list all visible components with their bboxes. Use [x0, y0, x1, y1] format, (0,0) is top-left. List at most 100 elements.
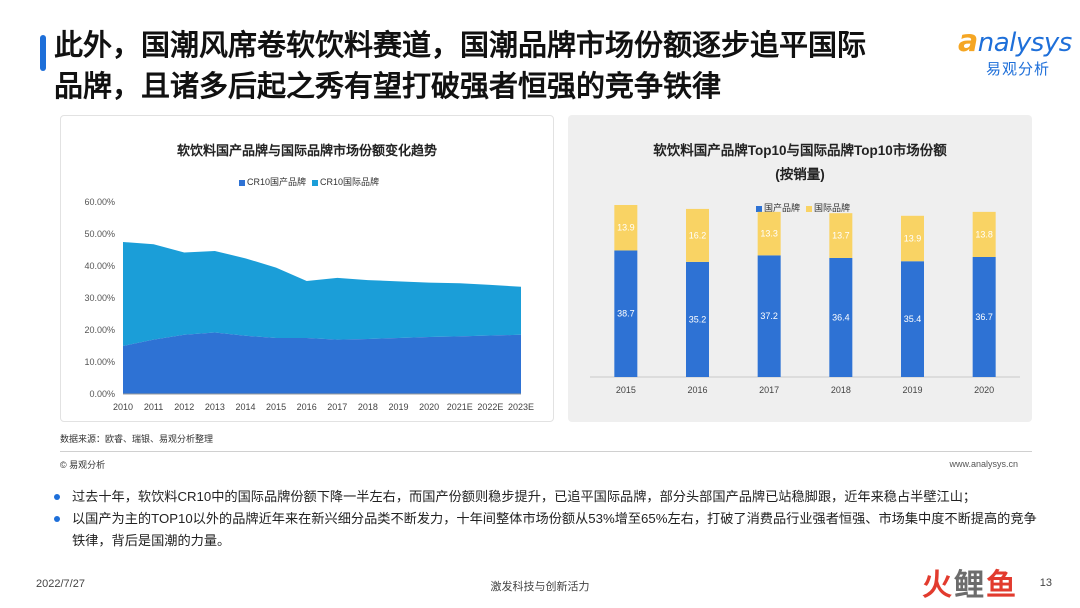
bar-chart-title: 软饮料国产品牌Top10与国际品牌Top10市场份额 (按销量): [568, 139, 1032, 187]
page-title-line-1: 此外，国潮风席卷软饮料赛道，国潮品牌市场份额逐步追平国际: [54, 30, 867, 62]
bullet-text: 以国产为主的TOP10以外的品牌近年来在新兴细分品类不断发力，十年间整体市场份额…: [72, 511, 1037, 548]
area-international: [123, 242, 521, 346]
x-tick-label: 2015: [266, 402, 286, 412]
watermark-char-2: 鲤: [954, 569, 986, 602]
x-tick-label: 2019: [389, 402, 409, 412]
legend-swatch-international: [312, 179, 319, 186]
y-tick-label: 30.00%: [84, 293, 115, 303]
data-label-domestic: 37.2: [760, 311, 778, 321]
y-tick-label: 10.00%: [84, 357, 115, 367]
x-tick-label: 2011: [144, 402, 163, 412]
y-tick-label: 40.00%: [84, 261, 115, 271]
copyright: © 易观分析: [60, 460, 106, 470]
x-tick-label: 2016: [297, 402, 317, 412]
bullet-dot-icon: [54, 494, 60, 500]
bar-chart-svg: 38.7 13.9 2015 35.2 16.2 2016 37.2 13.3 2017 36.4…: [590, 204, 1020, 395]
data-label-domestic: 38.7: [617, 309, 635, 319]
logo-word-rest: nalysys: [977, 28, 1073, 58]
x-tick-label: 2018: [358, 402, 378, 412]
legend-item-international: 国际品牌: [806, 201, 850, 214]
watermark-logo: 火鲤鱼: [922, 560, 1018, 604]
x-tick-label: 2019: [902, 385, 922, 395]
page-number: 13: [1039, 577, 1052, 589]
data-label-international: 13.3: [760, 229, 778, 239]
x-tick-label: 2015: [616, 385, 636, 395]
website-link[interactable]: www.analysys.cn: [949, 459, 1018, 469]
data-label-domestic: 35.4: [904, 314, 922, 324]
page-title: 此外，国潮风席卷软饮料赛道，国潮品牌市场份额逐步追平国际 品牌，且诸多后起之秀有…: [54, 26, 934, 108]
legend-item-domestic: 国产品牌: [756, 201, 800, 214]
legend-swatch-domestic: [756, 205, 762, 212]
y-tick-label: 0.00%: [89, 389, 115, 399]
bar-international: [829, 213, 853, 258]
y-tick-label: 20.00%: [84, 325, 115, 335]
x-tick-label: 2020: [419, 402, 439, 412]
data-label-international: 13.8: [975, 229, 993, 239]
logo-letter-a: a: [958, 24, 978, 59]
logo-text-cn: 易观分析: [986, 61, 1051, 78]
data-label-international: 13.9: [904, 234, 922, 244]
x-tick-label: 2021E: [447, 402, 473, 412]
x-tick-label: 2022E: [477, 402, 503, 412]
bar-chart-legend: 国产品牌 国际品牌: [756, 201, 850, 214]
bullet-dot-icon: [54, 516, 60, 522]
bullet-item: 过去十年，软饮料CR10中的国际品牌份额下降一半左右，而国产份额则稳步提升，已追…: [50, 486, 1040, 508]
data-label-international: 13.9: [617, 223, 635, 233]
bar-international: [686, 208, 709, 262]
legend-label-domestic: CR10国产品牌: [247, 177, 307, 187]
footer-date: 2022/7/27: [36, 578, 85, 590]
y-tick-label: 50.00%: [84, 229, 115, 239]
bullet-text: 过去十年，软饮料CR10中的国际品牌份额下降一半左右，而国产份额则稳步提升，已追…: [72, 489, 977, 504]
analysys-logo: analysys 易观分析: [958, 24, 1072, 80]
footer-slogan: 激发科技与创新活力: [490, 581, 590, 593]
x-tick-label: 2016: [687, 385, 707, 395]
y-tick-label: 60.00%: [84, 197, 115, 207]
x-tick-label: 2017: [327, 402, 347, 412]
bar-domestic: [901, 261, 924, 377]
data-label-domestic: 35.2: [689, 314, 707, 324]
divider: [60, 451, 1032, 452]
legend-item-domestic: CR10国产品牌: [239, 175, 306, 188]
bar-international: [757, 211, 781, 256]
logo-text-en: analysys: [958, 24, 1072, 59]
data-source-note: 数据来源：欧睿、瑞银、易观分析整理: [60, 434, 214, 444]
bar-international: [901, 215, 924, 262]
legend-label-international: CR10国际品牌: [320, 177, 380, 187]
x-tick-label: 2013: [205, 402, 225, 412]
x-tick-label: 2010: [113, 402, 133, 412]
x-tick-label: 2014: [235, 402, 255, 412]
area-domestic: [123, 332, 521, 394]
legend-label-domestic: 国产品牌: [764, 203, 801, 213]
x-tick-label: 2018: [831, 385, 851, 395]
legend-item-international: CR10国际品牌: [312, 175, 379, 188]
title-accent-bar: [40, 35, 46, 71]
watermark-char-1: 火: [922, 569, 954, 602]
x-tick-label: 2017: [759, 385, 779, 395]
bar-international: [972, 211, 996, 257]
bar-domestic: [614, 250, 638, 377]
x-tick-label: 2020: [974, 385, 994, 395]
area-chart-panel: 软饮料国产品牌与国际品牌市场份额变化趋势 CR10国产品牌 CR10国际品牌 0…: [60, 115, 554, 422]
legend-swatch-international: [806, 205, 813, 212]
bar-chart-panel: 软饮料国产品牌Top10与国际品牌Top10市场份额 (按销量) 国产品牌 国际…: [568, 115, 1032, 422]
data-label-international: 13.7: [832, 231, 850, 241]
bar-chart-title-line-1: 软饮料国产品牌Top10与国际品牌Top10市场份额: [653, 143, 947, 158]
bar-domestic: [972, 256, 996, 377]
bar-international: [614, 204, 638, 251]
legend-label-international: 国际品牌: [814, 203, 851, 213]
bar-domestic: [686, 261, 709, 377]
area-chart-legend: CR10国产品牌 CR10国际品牌: [239, 175, 379, 188]
bullet-item: 以国产为主的TOP10以外的品牌近年来在新兴细分品类不断发力，十年间整体市场份额…: [50, 508, 1040, 552]
bar-domestic: [757, 255, 781, 377]
data-label-international: 16.2: [689, 230, 707, 240]
x-tick-label: 2023E: [508, 402, 534, 412]
bar-domestic: [829, 257, 853, 377]
watermark-char-3: 鱼: [986, 569, 1018, 602]
area-chart-svg: 0.00% 10.00% 20.00% 30.00% 40.00% 50.00% 60.00…: [84, 197, 534, 412]
x-tick-label: 2012: [174, 402, 194, 412]
bar-chart-title-line-2: (按销量): [775, 167, 825, 182]
area-chart-title: 软饮料国产品牌与国际品牌市场份额变化趋势: [176, 143, 437, 158]
page-title-line-2: 品牌，且诸多后起之秀有望打破强者恒强的竞争铁律: [54, 71, 722, 103]
legend-swatch-domestic: [239, 179, 245, 186]
bullet-list: 过去十年，软饮料CR10中的国际品牌份额下降一半左右，而国产份额则稳步提升，已追…: [50, 486, 1040, 552]
